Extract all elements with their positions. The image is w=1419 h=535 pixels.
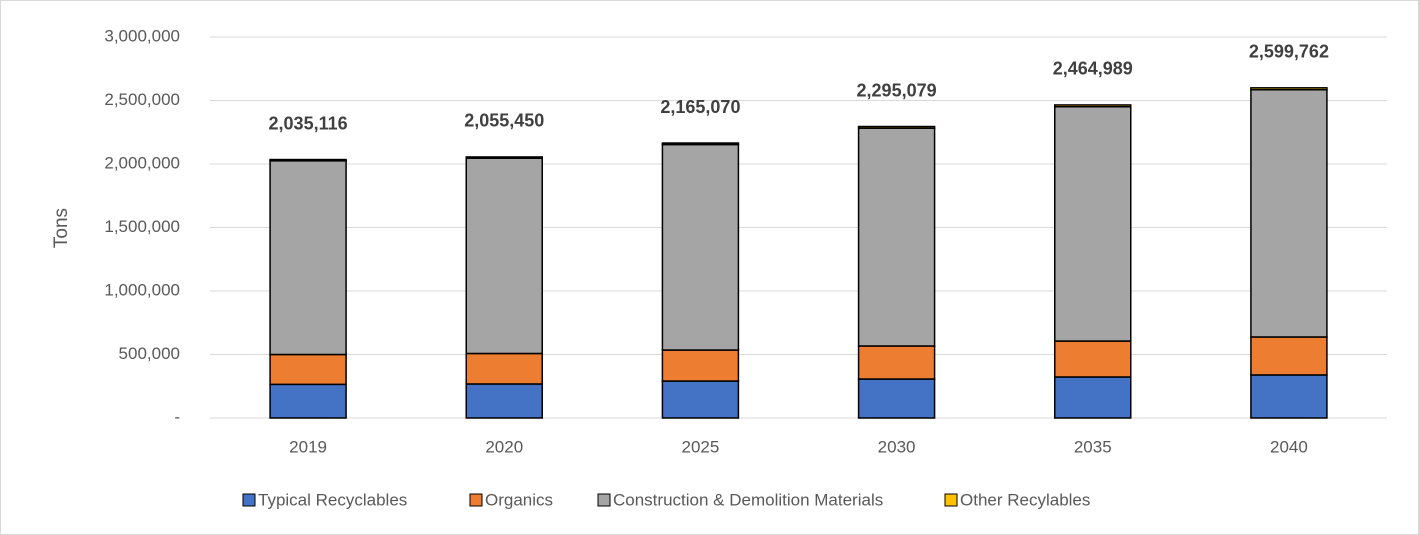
bar-segment [661,143,740,351]
y-tick-label: 500,000 [119,344,180,363]
y-tick-label: 2,000,000 [104,153,180,172]
legend-label: Construction & Demolition Materials [613,490,883,509]
bar-segment [1250,374,1328,419]
bar-segment [1054,376,1132,419]
total-label: 2,035,116 [269,113,348,133]
bar-segment [465,156,543,159]
bar-segment [269,158,347,162]
legend-label: Other Recylables [960,490,1090,509]
x-tick-label: 2025 [682,437,720,456]
y-axis-label: Tons [51,208,72,248]
x-tick-label: 2030 [878,437,916,456]
legend-swatch [242,493,256,507]
total-label: 2,055,450 [464,111,544,131]
x-tick-label: 2019 [289,437,327,456]
legend-label: Typical Recyclables [258,490,407,509]
bar-segment [1250,88,1328,338]
bar-segment [269,353,347,386]
bar-segment [661,142,740,146]
total-label: 2,599,762 [1249,42,1329,62]
x-tick-label: 2035 [1074,437,1112,456]
bar-segment [269,160,347,356]
bar-segment [661,349,740,382]
y-tick-label: 1,000,000 [104,280,180,299]
bar-segment [465,157,543,355]
bar-segment [1250,336,1328,376]
bar-segment [269,383,347,419]
bar-segment [465,383,543,419]
bar-segment [661,380,740,419]
y-tick-label: - [174,407,180,426]
legend-swatch [944,493,958,507]
total-label: 2,464,989 [1053,59,1133,79]
bar-segment [465,352,543,385]
y-tick-label: 3,000,000 [104,26,180,45]
total-label: 2,295,079 [857,80,937,100]
bar-segment [1054,340,1132,378]
bar-segment [857,345,936,380]
bar-segment [1250,87,1328,91]
bar-segment [1054,105,1132,342]
y-tick-label: 1,500,000 [104,217,180,236]
bar-segment [857,127,936,347]
total-label: 2,165,070 [660,97,740,117]
legend-label: Organics [485,490,553,509]
y-tick-label: 2,500,000 [104,90,180,109]
legend-swatch [597,493,611,507]
bar-segment [857,378,936,419]
x-tick-label: 2020 [485,437,523,456]
legend-swatch [469,493,483,507]
bar-segment [857,125,936,129]
x-tick-label: 2040 [1270,437,1308,456]
bar-segment [1054,104,1132,108]
